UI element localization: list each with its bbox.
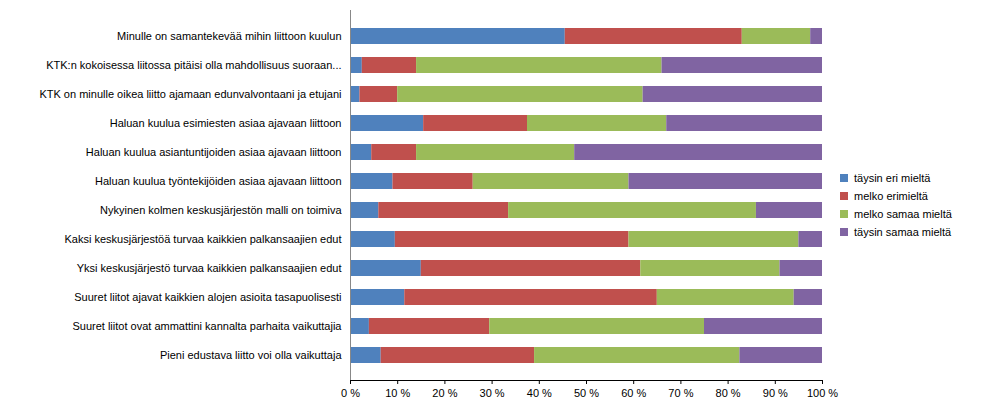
svg-text:Minulle on samantekevää mihin: Minulle on samantekevää mihin liittoon k…	[117, 30, 341, 42]
svg-text:50 %: 50 %	[574, 387, 599, 399]
html-text:melko erimieltä: melko erimieltä	[854, 190, 928, 202]
svg-text:10 %: 10 %	[385, 387, 410, 399]
svg-text:Haluan kuulua työntekijöiden a: Haluan kuulua työntekijöiden asiaa ajava…	[95, 175, 341, 187]
svg-text:100 %: 100 %	[807, 387, 838, 399]
svg-text:Haluan kuulua esimiesten asiaa: Haluan kuulua esimiesten asiaa ajavaan l…	[110, 117, 342, 129]
html-text:täysin eri mieltä: täysin eri mieltä	[854, 172, 931, 184]
svg-text:60 %: 60 %	[621, 387, 646, 399]
html-text:melko samaa mieltä: melko samaa mieltä	[854, 208, 952, 220]
svg-text:40 %: 40 %	[527, 387, 552, 399]
svg-text:Pieni edustava liitto voi olla: Pieni edustava liitto voi olla vaikuttaj…	[160, 349, 342, 361]
svg-text:KTK:n kokoisessa liitossa pitä: KTK:n kokoisessa liitossa pitäisi olla m…	[46, 59, 341, 71]
html-text:täysin samaa mieltä: täysin samaa mieltä	[854, 226, 952, 238]
svg-text:20 %: 20 %	[432, 387, 457, 399]
svg-text:70 %: 70 %	[668, 387, 693, 399]
svg-text:90 %: 90 %	[763, 387, 788, 399]
svg-text:KTK on minulle oikea liitto aj: KTK on minulle oikea liitto ajamaan edun…	[39, 88, 341, 100]
svg-text:Suuret liitot ajavat kaikkien: Suuret liitot ajavat kaikkien alojen asi…	[74, 291, 341, 303]
svg-text:0 %: 0 %	[341, 387, 360, 399]
svg-text:80 %: 80 %	[716, 387, 741, 399]
svg-text:Nykyinen kolmen keskusjärjestö: Nykyinen kolmen keskusjärjestön malli on…	[100, 204, 342, 216]
svg-text:Suuret liitot ovat ammattini k: Suuret liitot ovat ammattini kannalta pa…	[72, 320, 342, 332]
svg-text:Haluan kuulua asiantuntijoiden: Haluan kuulua asiantuntijoiden asiaa aja…	[86, 146, 342, 158]
svg-text:30 %: 30 %	[480, 387, 505, 399]
svg-text:Yksi keskusjärjestö turvaa kai: Yksi keskusjärjestö turvaa kaikkien palk…	[77, 262, 342, 274]
svg-text:Kaksi keskusjärjestöä turvaa k: Kaksi keskusjärjestöä turvaa kaikkien pa…	[65, 233, 342, 245]
